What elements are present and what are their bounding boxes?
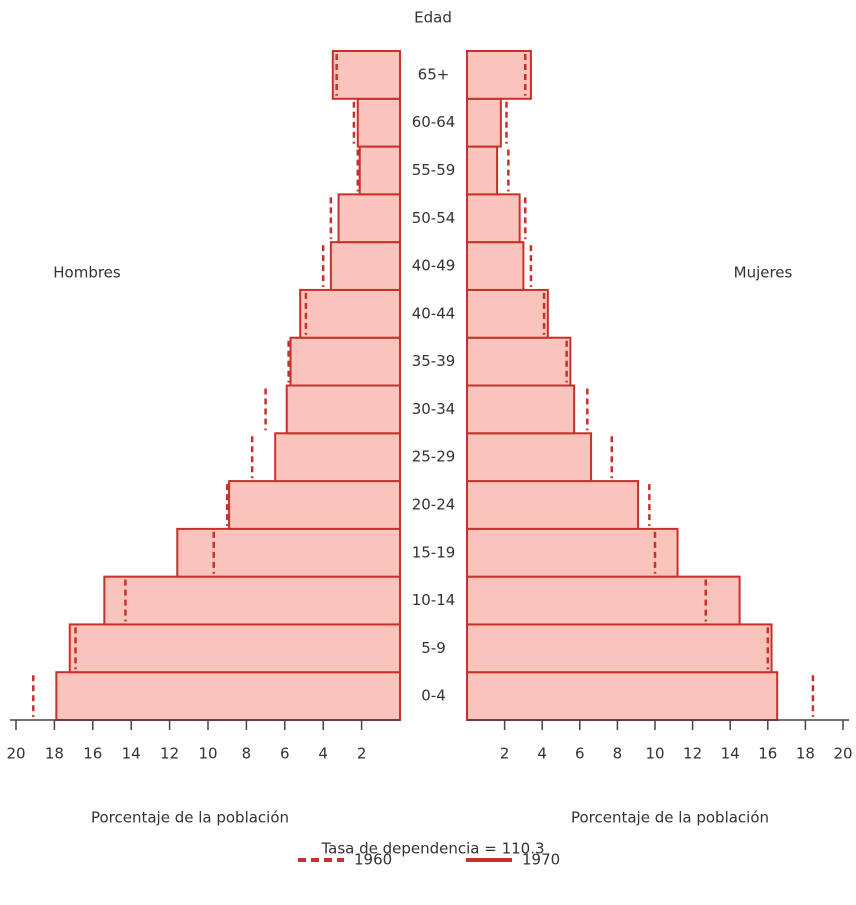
category-label: 10-14 <box>412 591 456 609</box>
x-tick-label: 14 <box>122 745 141 763</box>
bar <box>274 432 402 483</box>
category-label: 30-34 <box>412 400 456 418</box>
bar <box>466 384 576 435</box>
category-label: 0-4 <box>421 687 446 705</box>
category-label: 60-64 <box>412 113 456 131</box>
bar <box>466 50 532 100</box>
category-label: 55-59 <box>412 161 456 179</box>
bar <box>299 288 401 339</box>
bar <box>466 336 572 387</box>
x-tick-label: 4 <box>537 745 547 763</box>
x-tick-label: 8 <box>242 745 252 763</box>
bar <box>466 288 549 339</box>
category-label: 5-9 <box>421 639 446 657</box>
x-tick-label: 10 <box>198 745 217 763</box>
bar <box>358 145 401 196</box>
x-tick-label: 16 <box>758 745 777 763</box>
category-label: 50-54 <box>412 209 456 227</box>
bar <box>466 97 502 148</box>
bar <box>228 480 401 530</box>
legend-label: 1970 <box>522 851 560 869</box>
bar <box>466 671 779 722</box>
x-tick-label: 16 <box>83 745 102 763</box>
category-label: 25-29 <box>412 448 456 466</box>
x-tick-label: 20 <box>833 745 852 763</box>
bar <box>55 671 401 722</box>
category-label: 15-19 <box>412 543 456 561</box>
category-label: 40-44 <box>412 304 456 322</box>
right-label: Mujeres <box>734 264 793 282</box>
bar <box>176 527 401 578</box>
x-tick-label: 8 <box>613 745 623 763</box>
x-tick-label: 2 <box>357 745 367 763</box>
x-tick-label: 6 <box>280 745 290 763</box>
bar <box>466 241 525 291</box>
left-label: Hombres <box>53 264 121 282</box>
annotation: Tasa de dependencia = 110.3 <box>320 840 544 858</box>
x-tick-label: 12 <box>683 745 702 763</box>
bar <box>466 432 593 483</box>
bar <box>103 575 401 626</box>
bar <box>466 480 640 530</box>
bar <box>466 575 741 626</box>
bar <box>337 193 401 244</box>
category-label: 35-39 <box>412 352 456 370</box>
x-tick-label: 12 <box>160 745 179 763</box>
category-label: 20-24 <box>412 495 456 513</box>
x-tick-label: 14 <box>721 745 740 763</box>
chart-title: Edad <box>414 9 452 27</box>
category-label: 65+ <box>418 65 450 83</box>
bar <box>356 97 402 148</box>
x-axis-label: Porcentaje de la población <box>91 809 289 827</box>
x-tick-label: 18 <box>796 745 815 763</box>
x-tick-label: 20 <box>6 745 25 763</box>
bar <box>289 336 401 387</box>
bar <box>285 384 401 435</box>
legend-label: 1960 <box>354 851 392 869</box>
x-tick-label: 4 <box>318 745 328 763</box>
x-tick-label: 6 <box>575 745 585 763</box>
x-tick-label: 18 <box>45 745 64 763</box>
bar <box>329 241 402 291</box>
x-axis-label: Porcentaje de la población <box>571 809 769 827</box>
bar <box>466 145 499 196</box>
category-label: 40-49 <box>412 257 456 275</box>
bar <box>466 527 679 578</box>
bar <box>68 623 401 674</box>
bar <box>466 193 521 244</box>
x-tick-label: 2 <box>500 745 510 763</box>
bar <box>331 50 401 100</box>
bar <box>466 623 773 674</box>
x-tick-label: 10 <box>645 745 664 763</box>
